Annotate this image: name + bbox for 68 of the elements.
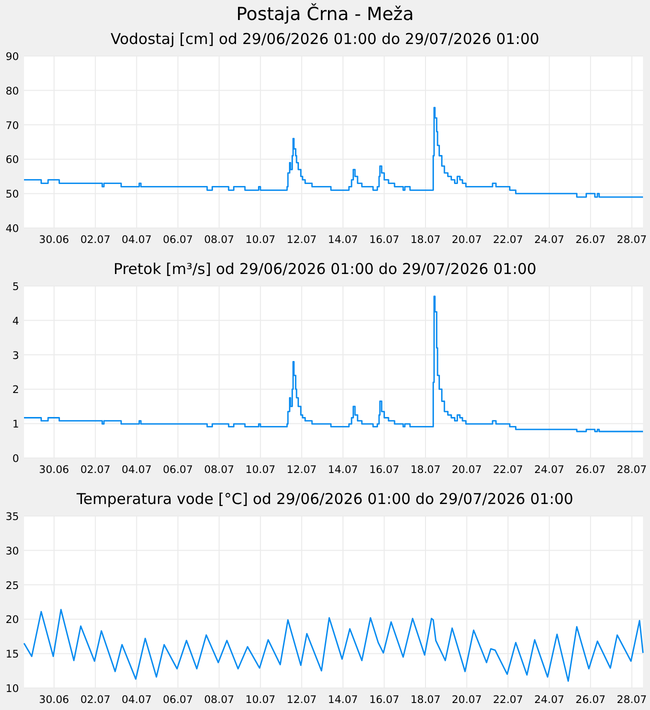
- x-tick-label: 06.07: [162, 234, 193, 246]
- x-tick-label: 28.07: [616, 694, 647, 706]
- y-tick-label: 10: [6, 683, 19, 695]
- chart-title: Pretok [m³/s] od 29/06/2026 01:00 do 29/07/2026 01:00: [114, 260, 536, 278]
- y-tick-label: 50: [6, 188, 19, 201]
- x-tick-label: 16.07: [369, 694, 400, 706]
- y-tick-label: 30: [6, 545, 19, 558]
- y-tick-label: 25: [6, 580, 19, 592]
- x-tick-label: 18.07: [410, 694, 441, 706]
- y-tick-label: 35: [6, 511, 19, 523]
- x-tick-label: 30.06: [39, 694, 70, 706]
- x-tick-label: 24.07: [534, 234, 564, 246]
- x-tick-label: 18.07: [410, 234, 441, 246]
- x-tick-label: 28.07: [616, 234, 647, 246]
- x-tick-label: 22.07: [492, 694, 524, 706]
- y-tick-label: 5: [12, 281, 19, 293]
- x-tick-label: 06.07: [162, 464, 193, 476]
- x-tick-label: 20.07: [452, 464, 482, 476]
- x-tick-label: 28.07: [616, 464, 647, 476]
- x-tick-label: 10.07: [245, 694, 276, 706]
- x-tick-label: 14.07: [328, 464, 358, 476]
- chart-title: Temperatura vode [°C] od 29/06/2026 01:00 do 29/07/2026 01:00: [76, 490, 574, 508]
- x-tick-label: 20.07: [452, 234, 482, 246]
- x-tick-label: 10.07: [245, 464, 276, 476]
- x-tick-label: 26.07: [576, 234, 606, 246]
- y-tick-label: 15: [6, 648, 19, 661]
- x-tick-label: 08.07: [204, 694, 234, 706]
- y-tick-label: 2: [12, 384, 19, 396]
- x-tick-label: 02.07: [80, 234, 110, 246]
- line-series: [23, 608, 644, 682]
- y-tick-label: 70: [6, 120, 19, 132]
- x-tick-label: 12.07: [286, 234, 317, 246]
- y-tick-label: 60: [6, 154, 19, 166]
- x-tick-label: 24.07: [534, 694, 564, 706]
- y-tick-label: 20: [6, 614, 19, 626]
- x-tick-label: 22.07: [492, 464, 524, 476]
- x-tick-label: 08.07: [204, 234, 234, 246]
- x-tick-label: 26.07: [576, 694, 606, 706]
- x-tick-label: 30.06: [39, 234, 70, 246]
- x-tick-label: 30.06: [39, 464, 70, 476]
- x-tick-label: 26.07: [576, 464, 606, 476]
- x-tick-label: 20.07: [452, 694, 482, 706]
- x-tick-label: 12.07: [286, 464, 317, 476]
- x-tick-label: 24.07: [534, 464, 564, 476]
- y-tick-label: 3: [12, 350, 19, 362]
- y-tick-label: 1: [12, 418, 19, 431]
- x-tick-label: 08.07: [204, 464, 234, 476]
- y-tick-label: 0: [12, 453, 19, 465]
- x-tick-label: 16.07: [369, 234, 400, 246]
- x-tick-label: 12.07: [286, 694, 317, 706]
- x-tick-label: 04.07: [122, 694, 152, 706]
- y-tick-label: 80: [6, 85, 19, 98]
- x-tick-label: 02.07: [80, 694, 110, 706]
- x-tick-label: 06.07: [162, 694, 193, 706]
- x-tick-label: 02.07: [80, 464, 110, 476]
- y-tick-label: 40: [6, 223, 19, 235]
- chart-subtitle: Vodostaj [cm] od 29/06/2026 01:00 do 29/07/2026 01:00: [110, 30, 540, 48]
- y-tick-label: 4: [12, 315, 20, 328]
- x-tick-label: 04.07: [122, 464, 152, 476]
- x-tick-label: 18.07: [410, 464, 441, 476]
- x-tick-label: 16.07: [369, 464, 400, 476]
- x-tick-label: 22.07: [492, 234, 524, 246]
- y-tick-label: 90: [6, 51, 19, 63]
- x-tick-label: 10.07: [245, 234, 276, 246]
- x-tick-label: 14.07: [328, 234, 358, 246]
- x-tick-label: 14.07: [328, 694, 358, 706]
- x-tick-label: 04.07: [122, 234, 152, 246]
- chart-title: Postaja Črna - Meža: [236, 3, 414, 25]
